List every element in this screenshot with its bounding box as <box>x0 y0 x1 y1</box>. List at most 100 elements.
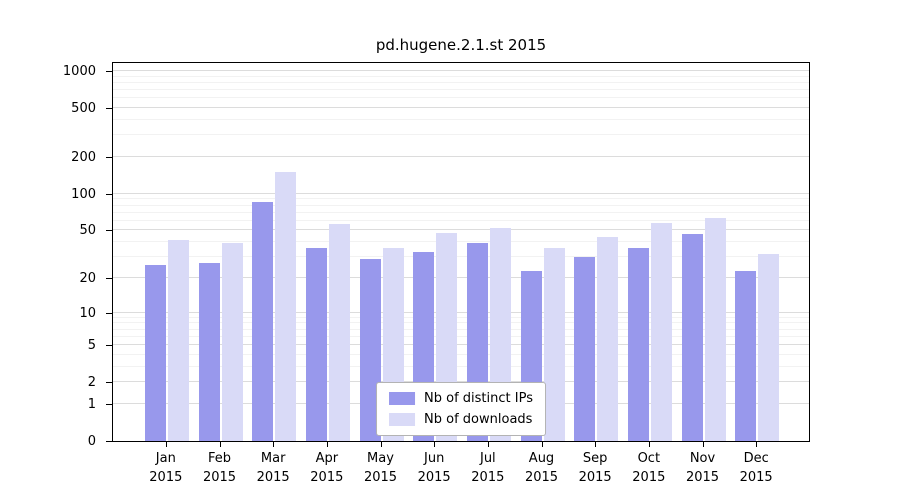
x-tick-label: Nov 2015 <box>685 451 720 485</box>
y-tick-mark <box>106 441 112 442</box>
legend-label-downloads: Nb of downloads <box>424 412 533 427</box>
legend-swatch-distinct-ips <box>389 392 416 405</box>
bar-nb-of-distinct-ips-feb <box>198 262 220 441</box>
bar-nb-of-distinct-ips-jan <box>144 264 166 441</box>
x-tick-mark <box>648 442 650 447</box>
chart-title: pd.hugene.2.1.st 2015 <box>375 36 547 54</box>
bar-nb-of-distinct-ips-may <box>359 258 381 441</box>
major-gridline <box>113 381 809 383</box>
bar-nb-of-downloads-feb <box>221 243 243 441</box>
x-tick-label: Dec 2015 <box>739 451 773 485</box>
y-tick-mark <box>106 108 112 110</box>
minor-gridline <box>113 241 809 243</box>
y-tick-mark <box>106 345 112 347</box>
x-tick-label: Sep 2015 <box>578 451 612 485</box>
x-tick-mark <box>273 442 275 447</box>
x-tick-mark <box>326 442 328 447</box>
minor-gridline <box>113 134 809 136</box>
y-tick-label: 0 <box>87 434 96 449</box>
x-tick-label: Jul 2015 <box>471 451 505 485</box>
minor-gridline <box>113 81 809 83</box>
y-tick-label: 20 <box>79 270 96 286</box>
x-tick-mark <box>541 442 543 447</box>
y-tick-label: 50 <box>79 223 96 239</box>
x-tick-label: Apr 2015 <box>310 451 344 485</box>
minor-gridline <box>113 316 809 318</box>
minor-gridline <box>113 256 809 258</box>
y-tick-label: 5 <box>87 338 96 354</box>
y-tick-label: 1 <box>87 396 96 412</box>
bar-nb-of-downloads-dec <box>758 253 780 441</box>
major-gridline <box>113 229 809 231</box>
minor-gridline <box>113 97 809 99</box>
major-gridline <box>113 276 809 278</box>
legend-entry-distinct-ips: Nb of distinct IPs <box>389 391 533 406</box>
x-tick-mark <box>434 442 436 447</box>
minor-gridline <box>113 204 809 206</box>
x-tick-mark <box>165 442 167 447</box>
x-axis: Jan 2015 Feb 2015 Mar 2015 Apr 2015 May 2015 Jun 20… <box>112 442 810 498</box>
y-tick-mark <box>106 382 112 384</box>
bar-nb-of-downloads-apr <box>328 224 350 441</box>
minor-gridline <box>113 211 809 213</box>
y-tick-mark <box>106 230 112 232</box>
y-tick-mark <box>106 277 112 279</box>
legend-swatch-downloads <box>389 413 416 426</box>
y-axis: 0 1 2 5 10 20 50 100 200 500 1000 <box>0 62 112 449</box>
bar-nb-of-downloads-nov <box>704 218 726 441</box>
minor-gridline <box>113 353 809 355</box>
bar-nb-of-distinct-ips-apr <box>305 247 327 441</box>
x-tick-label: Feb 2015 <box>202 451 237 485</box>
minor-gridline <box>113 75 809 77</box>
minor-gridline <box>113 219 809 221</box>
major-gridline <box>113 192 809 194</box>
bar-nb-of-distinct-ips-oct <box>627 247 649 441</box>
minor-gridline <box>113 322 809 324</box>
x-tick-label: Oct 2015 <box>632 451 666 485</box>
minor-gridline <box>113 365 809 367</box>
legend-label-distinct-ips: Nb of distinct IPs <box>424 391 533 406</box>
x-tick-label: May 2015 <box>363 451 398 485</box>
y-tick-label: 500 <box>71 101 96 117</box>
major-gridline <box>113 311 809 313</box>
bar-nb-of-distinct-ips-nov <box>681 233 703 441</box>
x-tick-mark <box>595 442 597 447</box>
bar-nb-of-distinct-ips-mar <box>252 202 274 441</box>
y-tick-mark <box>106 312 112 314</box>
bar-nb-of-downloads-sep <box>597 237 619 441</box>
y-tick-label: 100 <box>71 186 96 202</box>
x-tick-mark <box>219 442 221 447</box>
x-tick-label: Mar 2015 <box>256 451 290 485</box>
bar-nb-of-distinct-ips-dec <box>735 270 757 441</box>
x-tick-mark <box>756 442 758 447</box>
x-tick-mark <box>380 442 382 447</box>
y-tick-label: 10 <box>79 305 96 321</box>
bar-nb-of-downloads-oct <box>650 222 672 441</box>
x-tick-mark <box>487 442 489 447</box>
bar-nb-of-distinct-ips-sep <box>574 257 596 441</box>
bar-nb-of-downloads-aug <box>543 247 565 441</box>
bar-nb-of-downloads-jan <box>167 239 189 441</box>
y-tick-label: 200 <box>71 149 96 165</box>
plot-area: Nb of distinct IPs Nb of downloads <box>112 62 810 442</box>
y-tick-mark <box>106 403 112 405</box>
y-tick-mark <box>106 156 112 158</box>
x-tick-label: Jan 2015 <box>149 451 183 485</box>
x-tick-label: Jun 2015 <box>417 451 451 485</box>
major-gridline <box>113 70 809 71</box>
legend: Nb of distinct IPs Nb of downloads <box>376 382 546 436</box>
minor-gridline <box>113 89 809 91</box>
x-tick-mark <box>702 442 704 447</box>
major-gridline <box>113 107 809 109</box>
major-gridline <box>113 155 809 157</box>
minor-gridline <box>113 335 809 337</box>
minor-gridline <box>113 119 809 120</box>
y-tick-label: 2 <box>87 375 96 391</box>
major-gridline <box>113 344 809 346</box>
y-tick-mark <box>106 193 112 195</box>
x-tick-label: Aug 2015 <box>524 451 559 485</box>
bar-nb-of-downloads-mar <box>275 172 297 441</box>
minor-gridline <box>113 198 809 200</box>
y-tick-mark <box>106 71 112 72</box>
